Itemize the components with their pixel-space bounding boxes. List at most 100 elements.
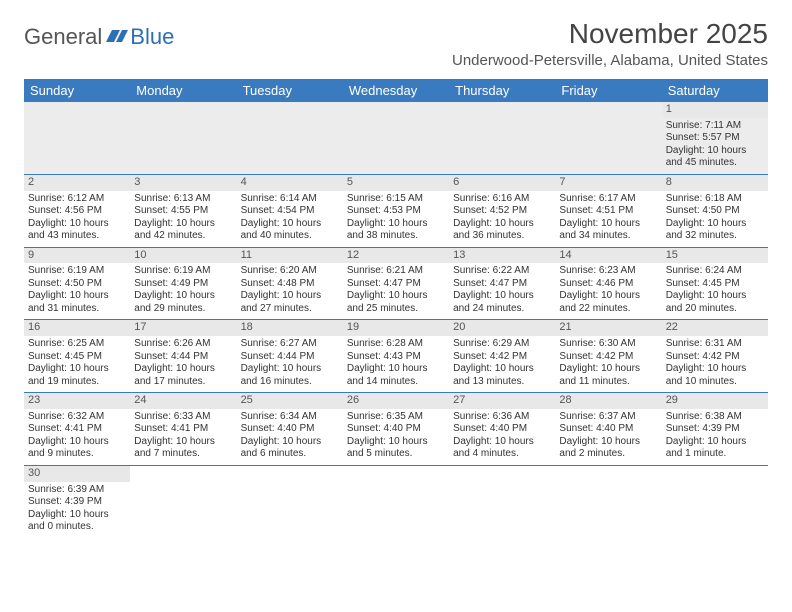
sunset-text: Sunset: 4:43 PM [347,351,445,364]
daylight-text: Daylight: 10 hours [666,290,764,303]
sunset-text: Sunset: 4:52 PM [453,205,551,218]
day-number: 26 [343,393,449,409]
calendar-cell [130,465,236,537]
daylight-text: Daylight: 10 hours [347,436,445,449]
daylight-text: and 19 minutes. [28,376,126,389]
day-number: 16 [24,320,130,336]
day-number: 30 [24,466,130,482]
daylight-text: Daylight: 10 hours [28,363,126,376]
calendar-row: 30Sunrise: 6:39 AMSunset: 4:39 PMDayligh… [24,465,768,537]
daylight-text: Daylight: 10 hours [28,509,126,522]
sunset-text: Sunset: 4:44 PM [241,351,339,364]
calendar-cell: 8Sunrise: 6:18 AMSunset: 4:50 PMDaylight… [662,174,768,247]
daylight-text: and 45 minutes. [666,157,764,170]
calendar-cell [555,465,661,537]
sunset-text: Sunset: 4:40 PM [241,423,339,436]
calendar-cell: 1Sunrise: 7:11 AMSunset: 5:57 PMDaylight… [662,102,768,174]
daylight-text: Daylight: 10 hours [134,436,232,449]
sunset-text: Sunset: 4:40 PM [347,423,445,436]
daylight-text: Daylight: 10 hours [347,218,445,231]
daylight-text: Daylight: 10 hours [559,363,657,376]
calendar-cell: 19Sunrise: 6:28 AMSunset: 4:43 PMDayligh… [343,320,449,393]
day-number: 27 [449,393,555,409]
daylight-text: Daylight: 10 hours [453,436,551,449]
day-header: Sunday [24,79,130,102]
daylight-text: and 7 minutes. [134,448,232,461]
sunset-text: Sunset: 4:42 PM [559,351,657,364]
day-number: 10 [130,248,236,264]
daylight-text: Daylight: 10 hours [453,290,551,303]
day-number: 11 [237,248,343,264]
daylight-text: and 24 minutes. [453,303,551,316]
sunrise-text: Sunrise: 6:30 AM [559,338,657,351]
calendar-cell [662,465,768,537]
daylight-text: and 22 minutes. [559,303,657,316]
daylight-text: and 1 minute. [666,448,764,461]
location-label: Underwood-Petersville, Alabama, United S… [452,52,768,69]
calendar-cell: 23Sunrise: 6:32 AMSunset: 4:41 PMDayligh… [24,393,130,466]
sunrise-text: Sunrise: 6:14 AM [241,193,339,206]
daylight-text: and 43 minutes. [28,230,126,243]
daylight-text: and 9 minutes. [28,448,126,461]
day-header-row: Sunday Monday Tuesday Wednesday Thursday… [24,79,768,102]
sunset-text: Sunset: 4:40 PM [453,423,551,436]
calendar-cell [237,465,343,537]
sunrise-text: Sunrise: 6:32 AM [28,411,126,424]
calendar-row: 1Sunrise: 7:11 AMSunset: 5:57 PMDaylight… [24,102,768,174]
month-title: November 2025 [452,18,768,50]
sunset-text: Sunset: 4:55 PM [134,205,232,218]
daylight-text: Daylight: 10 hours [241,363,339,376]
day-number: 19 [343,320,449,336]
calendar-cell: 29Sunrise: 6:38 AMSunset: 4:39 PMDayligh… [662,393,768,466]
calendar-cell: 28Sunrise: 6:37 AMSunset: 4:40 PMDayligh… [555,393,661,466]
sunset-text: Sunset: 4:48 PM [241,278,339,291]
calendar-cell: 21Sunrise: 6:30 AMSunset: 4:42 PMDayligh… [555,320,661,393]
calendar-cell: 22Sunrise: 6:31 AMSunset: 4:42 PMDayligh… [662,320,768,393]
calendar-cell [343,102,449,174]
daylight-text: and 4 minutes. [453,448,551,461]
daylight-text: Daylight: 10 hours [134,218,232,231]
daylight-text: Daylight: 10 hours [134,290,232,303]
day-header: Monday [130,79,236,102]
daylight-text: and 27 minutes. [241,303,339,316]
sunrise-text: Sunrise: 6:35 AM [347,411,445,424]
brand-part1: General [24,24,102,50]
day-header: Thursday [449,79,555,102]
daylight-text: Daylight: 10 hours [559,436,657,449]
day-number: 1 [662,102,768,118]
day-number: 4 [237,175,343,191]
day-number: 18 [237,320,343,336]
sunset-text: Sunset: 5:57 PM [666,132,764,145]
sunrise-text: Sunrise: 7:11 AM [666,120,764,133]
daylight-text: and 36 minutes. [453,230,551,243]
calendar-cell: 2Sunrise: 6:12 AMSunset: 4:56 PMDaylight… [24,174,130,247]
daylight-text: and 5 minutes. [347,448,445,461]
daylight-text: and 31 minutes. [28,303,126,316]
daylight-text: and 34 minutes. [559,230,657,243]
daylight-text: Daylight: 10 hours [28,290,126,303]
calendar-row: 16Sunrise: 6:25 AMSunset: 4:45 PMDayligh… [24,320,768,393]
sunset-text: Sunset: 4:41 PM [28,423,126,436]
daylight-text: and 42 minutes. [134,230,232,243]
sunrise-text: Sunrise: 6:39 AM [28,484,126,497]
sunrise-text: Sunrise: 6:24 AM [666,265,764,278]
calendar-cell: 14Sunrise: 6:23 AMSunset: 4:46 PMDayligh… [555,247,661,320]
day-number: 7 [555,175,661,191]
sunset-text: Sunset: 4:46 PM [559,278,657,291]
calendar-cell: 24Sunrise: 6:33 AMSunset: 4:41 PMDayligh… [130,393,236,466]
sunset-text: Sunset: 4:39 PM [666,423,764,436]
calendar-cell: 30Sunrise: 6:39 AMSunset: 4:39 PMDayligh… [24,465,130,537]
daylight-text: and 38 minutes. [347,230,445,243]
daylight-text: and 40 minutes. [241,230,339,243]
sunrise-text: Sunrise: 6:15 AM [347,193,445,206]
daylight-text: and 14 minutes. [347,376,445,389]
calendar-row: 23Sunrise: 6:32 AMSunset: 4:41 PMDayligh… [24,393,768,466]
calendar-cell: 15Sunrise: 6:24 AMSunset: 4:45 PMDayligh… [662,247,768,320]
sunset-text: Sunset: 4:41 PM [134,423,232,436]
sunrise-text: Sunrise: 6:25 AM [28,338,126,351]
calendar-cell: 4Sunrise: 6:14 AMSunset: 4:54 PMDaylight… [237,174,343,247]
sunrise-text: Sunrise: 6:17 AM [559,193,657,206]
sunset-text: Sunset: 4:54 PM [241,205,339,218]
sunrise-text: Sunrise: 6:12 AM [28,193,126,206]
daylight-text: Daylight: 10 hours [28,218,126,231]
